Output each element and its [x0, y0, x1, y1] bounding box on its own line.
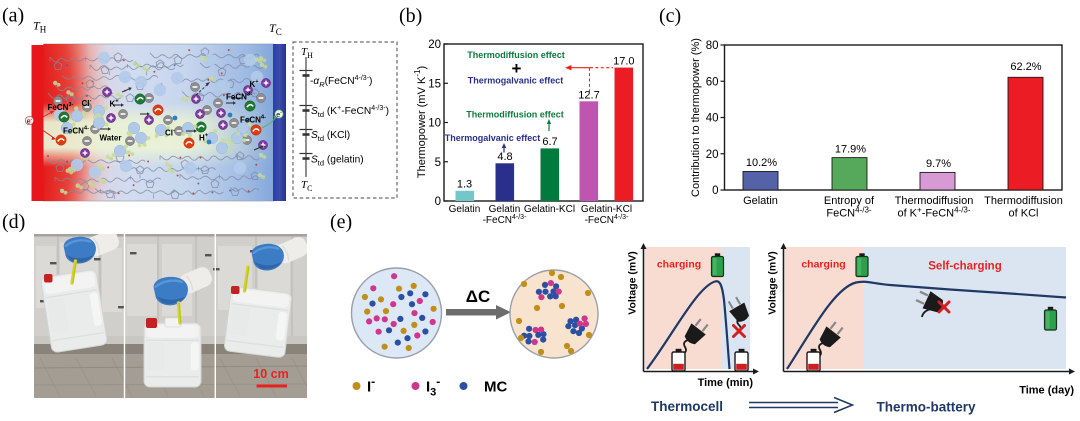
svg-text:Cl-: Cl- — [165, 128, 175, 138]
svg-text:Gelatin: Gelatin — [743, 195, 778, 207]
svg-text:Water: Water — [100, 134, 122, 143]
svg-text:+: + — [512, 59, 522, 78]
svg-text:15: 15 — [428, 78, 441, 90]
svg-text:Gelatin-KCl: Gelatin-KCl — [524, 204, 575, 215]
svg-text:FeCN3-: FeCN3- — [226, 92, 252, 102]
svg-text:40: 40 — [706, 113, 719, 125]
svg-text:0: 0 — [712, 185, 718, 197]
svg-text:FeCN4-: FeCN4- — [240, 115, 266, 125]
svg-text:12.7: 12.7 — [578, 89, 599, 101]
svg-text:Std (gelatin): Std (gelatin) — [311, 155, 364, 168]
svg-text:0: 0 — [435, 196, 441, 208]
svg-text:(d): (d) — [2, 211, 25, 233]
svg-text:4.8: 4.8 — [497, 151, 512, 163]
svg-text:Thermodiffusion: Thermodiffusion — [895, 195, 974, 207]
svg-text:Std (K+-FeCN4-/3-): Std (K+-FeCN4-/3-) — [311, 105, 389, 119]
svg-text:of K+-FeCN4-/3-: of K+-FeCN4-/3- — [897, 206, 970, 220]
svg-text:Thermodiffusion effect: Thermodiffusion effect — [466, 110, 564, 120]
svg-text:Thermocell: Thermocell — [651, 399, 723, 414]
svg-text:Gelatin-KCl: Gelatin-KCl — [581, 204, 632, 215]
svg-text:Thermopower (mV K-1): Thermopower (mV K-1) — [413, 66, 428, 178]
svg-text:Self-charging: Self-charging — [928, 261, 1001, 273]
svg-text:62.2%: 62.2% — [1010, 61, 1041, 73]
svg-text:H+: H+ — [199, 133, 209, 143]
svg-text:(c): (c) — [659, 5, 681, 27]
svg-text:FeCN3-: FeCN3- — [48, 102, 74, 112]
svg-text:TC: TC — [301, 179, 312, 193]
svg-text:(b): (b) — [399, 5, 422, 27]
svg-text:Contribution to thermopower (%: Contribution to thermopower (%) — [690, 38, 702, 197]
svg-text:60: 60 — [706, 76, 719, 88]
svg-text:Thermogalvanic effect: Thermogalvanic effect — [468, 76, 564, 86]
svg-text:5: 5 — [435, 157, 441, 169]
svg-text:e-: e- — [276, 110, 282, 119]
svg-text:Std (KCl): Std (KCl) — [311, 130, 350, 143]
svg-text:6.7: 6.7 — [542, 136, 557, 148]
svg-text:Gelatin: Gelatin — [449, 204, 481, 215]
svg-text:MC: MC — [484, 379, 507, 396]
svg-text:K+: K+ — [110, 99, 120, 109]
svg-text:10 cm: 10 cm — [253, 367, 288, 381]
svg-text:Thermodiffusion effect: Thermodiffusion effect — [467, 50, 565, 60]
svg-text:ΔC: ΔC — [466, 287, 491, 306]
svg-text:K+: K+ — [250, 79, 260, 89]
svg-text:20: 20 — [706, 149, 719, 161]
svg-text:1.3: 1.3 — [457, 179, 472, 191]
svg-text:Thermo-battery: Thermo-battery — [876, 400, 976, 415]
svg-text:Thermodiffusion: Thermodiffusion — [984, 195, 1063, 207]
svg-text:of KCl: of KCl — [1009, 208, 1039, 220]
svg-text:9.7%: 9.7% — [926, 158, 951, 170]
svg-text:FeCN4-: FeCN4- — [63, 126, 89, 136]
svg-text:17.0: 17.0 — [613, 56, 634, 68]
svg-text:charging: charging — [657, 259, 701, 271]
svg-text:Cl-: Cl- — [82, 98, 92, 108]
svg-text:Entropy of: Entropy of — [824, 195, 875, 207]
svg-text:10: 10 — [428, 118, 441, 130]
svg-text:Gelatin: Gelatin — [489, 204, 521, 215]
svg-text:(e): (e) — [330, 211, 352, 233]
svg-text:Thermogalvanic effect: Thermogalvanic effect — [445, 133, 541, 143]
svg-text:e-: e- — [27, 116, 33, 125]
svg-text:10.2%: 10.2% — [746, 157, 777, 169]
svg-text:Time (min): Time (min) — [698, 377, 754, 389]
svg-text:Voltage (mV): Voltage (mV) — [767, 251, 779, 314]
svg-text:charging: charging — [801, 259, 845, 271]
svg-text:17.9%: 17.9% — [835, 143, 866, 155]
svg-text:80: 80 — [706, 40, 719, 52]
svg-text:I-: I- — [367, 375, 375, 396]
svg-text:20: 20 — [428, 39, 441, 51]
svg-text:Voltage (mV): Voltage (mV) — [627, 251, 639, 314]
svg-text:(a): (a) — [2, 5, 24, 27]
svg-text:Time (day): Time (day) — [1019, 385, 1074, 397]
